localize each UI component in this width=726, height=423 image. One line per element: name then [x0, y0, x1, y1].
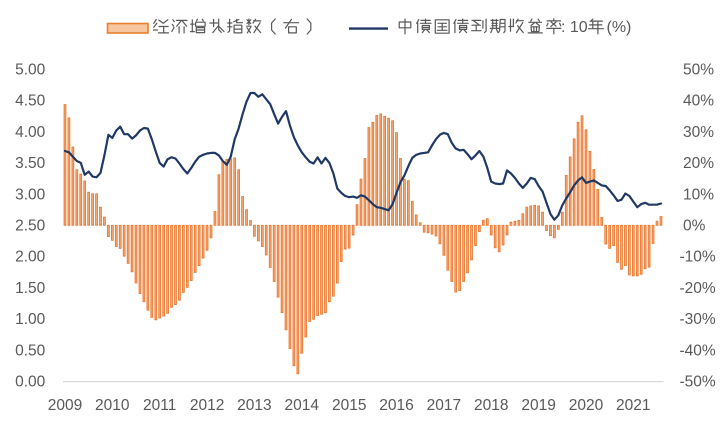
svg-text:(%): (%): [607, 19, 632, 36]
svg-text:1.50: 1.50: [15, 280, 46, 297]
svg-text:5.00: 5.00: [15, 62, 46, 79]
svg-text:-50%: -50%: [680, 374, 716, 391]
svg-text:2015: 2015: [332, 397, 366, 414]
svg-text:0%: 0%: [683, 218, 706, 235]
svg-text:: 10: : 10: [561, 19, 588, 36]
svg-text:2.50: 2.50: [15, 218, 46, 235]
svg-text:20%: 20%: [683, 155, 714, 172]
svg-text:1.00: 1.00: [15, 311, 46, 328]
svg-text:-20%: -20%: [680, 280, 716, 297]
svg-text:-40%: -40%: [680, 342, 716, 359]
svg-text:2021: 2021: [616, 397, 650, 414]
svg-text:2009: 2009: [48, 397, 82, 414]
svg-text:4.00: 4.00: [15, 124, 46, 141]
svg-text:2017: 2017: [427, 397, 461, 414]
svg-text:2016: 2016: [379, 397, 413, 414]
svg-text:40%: 40%: [683, 93, 714, 110]
svg-text:2012: 2012: [190, 397, 224, 414]
svg-text:30%: 30%: [683, 124, 714, 141]
svg-text:2019: 2019: [521, 397, 555, 414]
svg-text:-10%: -10%: [680, 249, 716, 266]
svg-text:3.00: 3.00: [15, 186, 46, 203]
svg-text:0.50: 0.50: [15, 342, 46, 359]
svg-text:2010: 2010: [95, 397, 130, 414]
svg-text:4.50: 4.50: [15, 93, 46, 110]
svg-text:2013: 2013: [237, 397, 271, 414]
svg-text:-30%: -30%: [680, 311, 716, 328]
svg-text:2011: 2011: [143, 397, 176, 414]
svg-text:50%: 50%: [683, 62, 714, 79]
svg-text:2.00: 2.00: [15, 249, 46, 266]
svg-text:2014: 2014: [285, 397, 320, 414]
svg-text:10%: 10%: [683, 186, 714, 203]
svg-text:3.50: 3.50: [15, 155, 46, 172]
svg-text:2018: 2018: [474, 397, 508, 414]
svg-text:0.00: 0.00: [15, 374, 46, 391]
svg-text:2020: 2020: [569, 397, 604, 414]
